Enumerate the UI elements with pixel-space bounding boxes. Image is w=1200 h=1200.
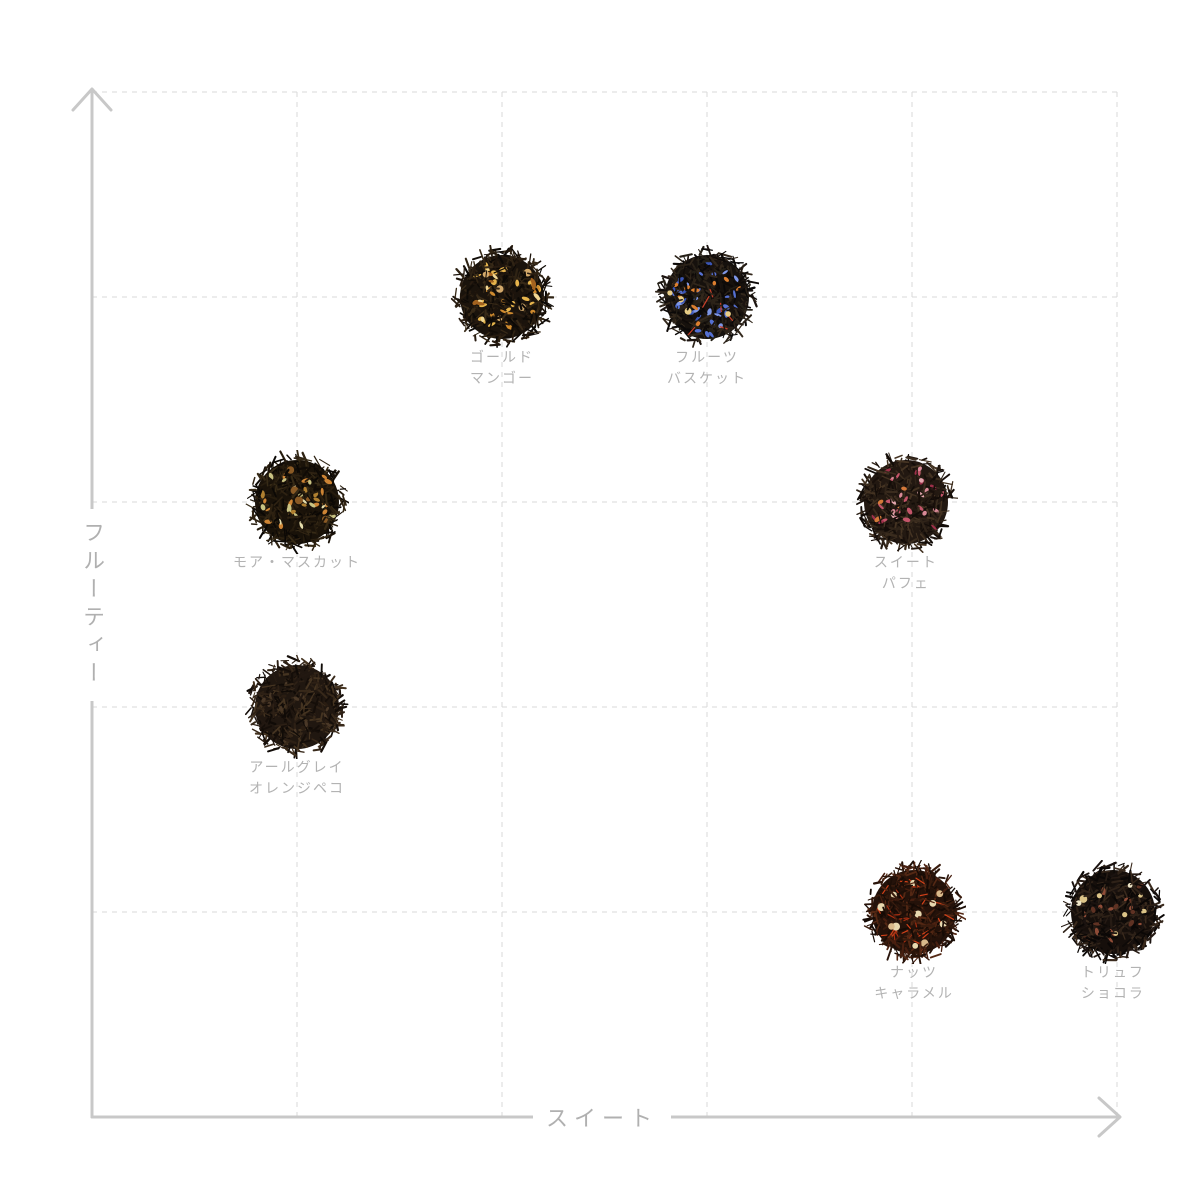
tea-label: スイート パフェ	[873, 554, 938, 591]
tea-label: ゴールド マンゴー	[470, 349, 534, 386]
tea-ball-image	[855, 452, 958, 553]
tea-label: ナッツ キャラメル	[874, 964, 954, 1001]
tea-ball-image	[450, 245, 554, 348]
tea-label: トリュフ ショコラ	[1080, 964, 1145, 1001]
x-axis-label: スイート	[532, 1099, 672, 1135]
y-axis-label: フルーティー	[74, 509, 110, 701]
tea-ball-image	[862, 860, 967, 964]
tea-label: フルーツ バスケット	[667, 349, 747, 386]
tea-ball-image	[1060, 860, 1165, 964]
tea-label: アールグレイ オレンジペコ	[249, 759, 345, 796]
tea-label: モア・マスカット	[233, 554, 361, 570]
tea-ball-image	[245, 450, 349, 554]
tea-ball-image	[245, 655, 349, 759]
tea-ball-image	[655, 245, 759, 348]
